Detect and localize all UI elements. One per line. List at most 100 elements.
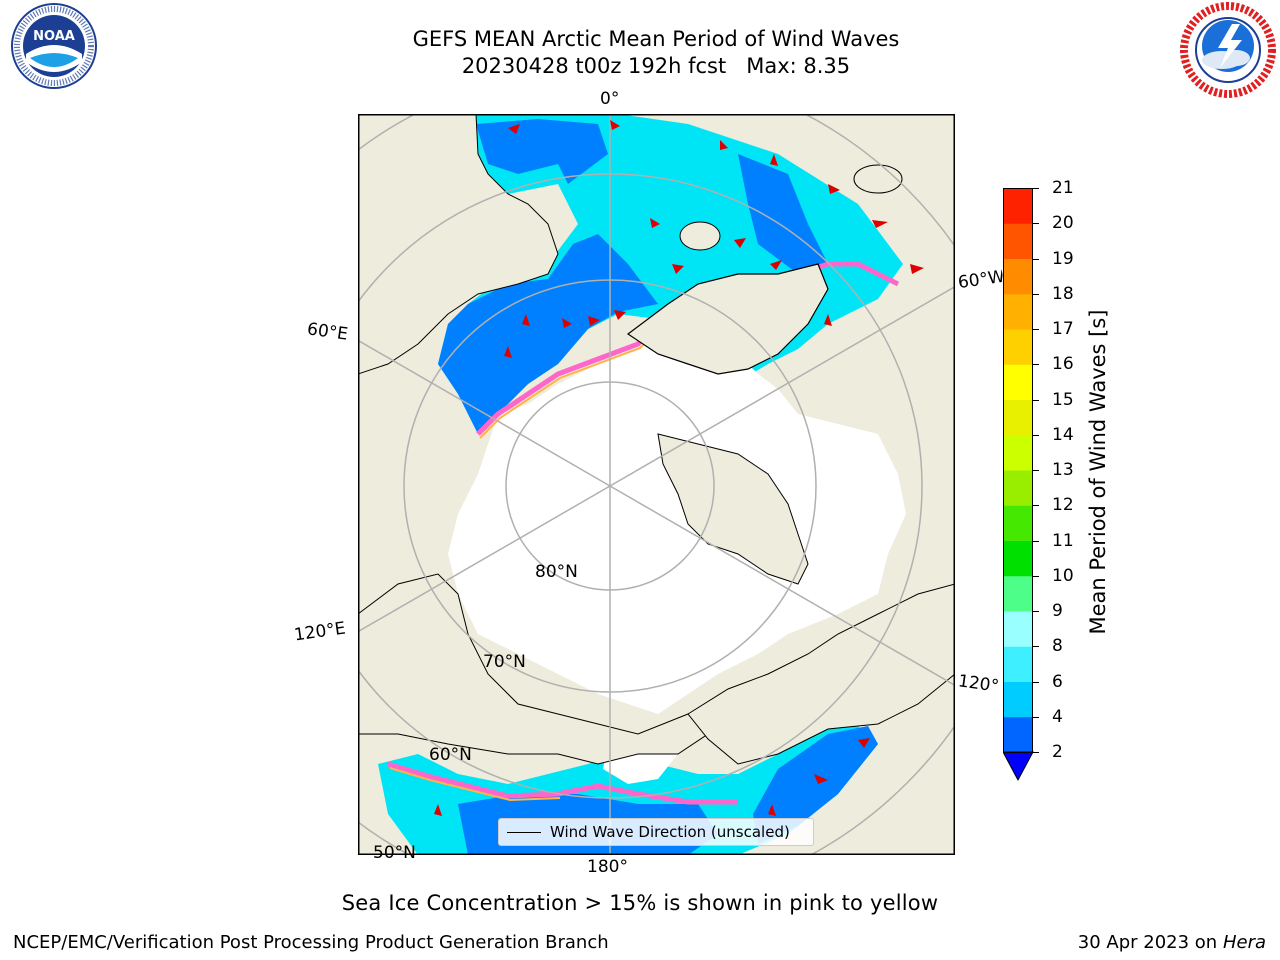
ocean-deep-east (738, 154, 828, 274)
wave-arrow (828, 184, 840, 194)
map-title: GEFS MEAN Arctic Mean Period of Wind Wav… (412, 27, 900, 51)
lon-label-0: 0° (600, 89, 620, 109)
colorbar-tick-label: 19 (1052, 248, 1074, 269)
noaa-logo-text: NOAA (33, 29, 75, 44)
noaa-logo: NOAA (4, 2, 104, 94)
colorbar-segment (1003, 364, 1033, 400)
colorbar-segment (1003, 293, 1033, 330)
colorbar-segment (1003, 399, 1033, 436)
wave-arrow (814, 774, 828, 784)
colorbar-tick-mark (1033, 329, 1039, 330)
colorbar-tick-mark (1033, 434, 1039, 436)
ocean-pacific-deep (753, 726, 878, 844)
colorbar-label: Mean Period of Wind Waves [s] (1086, 309, 1110, 635)
colorbar-tick-mark (1033, 470, 1039, 471)
colorbar-tick-label: 18 (1052, 283, 1074, 304)
wind-wave-arrows (434, 120, 924, 816)
wave-arrow (588, 316, 600, 326)
lon-label-180: 180° (587, 857, 628, 877)
wave-arrow (504, 346, 512, 358)
wave-arrow (872, 220, 888, 228)
colorbar-segment (1003, 575, 1033, 612)
colorbar-tick-label: 4 (1052, 706, 1063, 727)
colorbar-tick-mark (1033, 716, 1039, 718)
colorbar-tick-label: 10 (1052, 565, 1074, 586)
lat-label-60: 60°N (429, 745, 472, 765)
colorbar-segment (1003, 681, 1033, 718)
colorbar-segment (1003, 258, 1033, 295)
meridian-60w (609, 285, 955, 487)
ice-edge-pacific-orange (389, 767, 561, 802)
wave-arrow (824, 314, 832, 326)
colorbar-tick-mark (1033, 293, 1039, 295)
wave-arrow (770, 260, 782, 270)
colorbar-tick-label: 20 (1052, 213, 1074, 234)
scandinavia-land (358, 114, 559, 375)
wave-arrow (614, 310, 626, 320)
meridian-60e (358, 339, 611, 487)
colorbar-segment (1003, 223, 1033, 259)
colorbar-tick-mark (1033, 364, 1039, 366)
colorbar-tick-mark (1033, 611, 1039, 612)
wave-arrow (562, 318, 572, 328)
colorbar-tick-mark (1033, 399, 1039, 401)
wave-arrow (610, 120, 620, 130)
sea-ice-note: Sea Ice Concentration > 15% is shown in … (341, 891, 939, 915)
lat-label-80: 80°N (535, 562, 578, 582)
wave-arrow (770, 154, 778, 166)
colorbar-tick-mark (1033, 258, 1039, 260)
colorbar-segment (1003, 470, 1033, 506)
colorbar-tick-label: 14 (1052, 424, 1074, 445)
lat-label-70: 70°N (483, 652, 526, 672)
meridian-120w (609, 485, 955, 687)
colorbar-tick-mark (1033, 752, 1039, 753)
wave-arrow (672, 264, 684, 274)
wave-arrow (858, 738, 870, 748)
colorbar-tick-mark (1033, 505, 1039, 507)
colorbar-tick-mark (1033, 646, 1039, 648)
colorbar-tick-label: 6 (1052, 671, 1063, 692)
colorbar-segment (1003, 611, 1033, 647)
wave-arrow (522, 314, 530, 326)
ice-edge-atlantic-orange (479, 317, 671, 439)
map-subtitle: 20230428 t00z 192h fcst Max: 8.35 (461, 54, 851, 78)
colorbar-tick-label: 11 (1052, 530, 1074, 551)
colorbar-tick-mark (1033, 575, 1039, 577)
footer-credit: NCEP/EMC/Verification Post Processing Pr… (13, 932, 609, 953)
ocean-deep-band (438, 234, 658, 434)
colorbar-frame (1003, 188, 1033, 753)
colorbar (1002, 188, 1039, 788)
canadian-archipelago (657, 433, 809, 585)
colorbar-extend-arrow (1002, 751, 1034, 782)
svalbard-island (679, 221, 721, 251)
meridian-120e (358, 485, 611, 633)
colorbar-tick-mark (1033, 188, 1039, 189)
footer-date: 30 Apr 2023 on Hera (1078, 932, 1266, 953)
sea-ice-hudson (778, 434, 898, 534)
colorbar-tick-label: 17 (1052, 319, 1074, 339)
legend-line (507, 832, 541, 833)
colorbar-tick-label: 2 (1052, 742, 1063, 762)
wave-arrow (508, 124, 520, 134)
wave-arrow (434, 804, 442, 816)
ocean-deep-north (476, 119, 608, 184)
colorbar-segment (1003, 646, 1033, 682)
lon-label-120w: 120° (956, 671, 1000, 697)
colorbar-tick-mark (1033, 223, 1039, 225)
colorbar-tick-label: 15 (1052, 389, 1074, 410)
graticule (358, 114, 955, 855)
footer-machine: Hera (1222, 932, 1266, 953)
lon-label-60e: 60°E (305, 319, 350, 345)
map-frame (358, 114, 955, 855)
alaska-land (687, 583, 955, 765)
colorbar-tick-label: 8 (1052, 636, 1063, 657)
iceland-island (853, 164, 903, 194)
colorbar-segment (1003, 540, 1033, 577)
arctic-map (358, 114, 955, 859)
lon-label-120e: 120°E (292, 618, 347, 646)
colorbar-tick-mark (1033, 540, 1039, 542)
lon-label-60w: 60°W (956, 266, 1005, 294)
colorbar-segment (1003, 434, 1033, 471)
nws-logo (1178, 2, 1278, 102)
colorbar-tick-label: 12 (1052, 495, 1074, 516)
